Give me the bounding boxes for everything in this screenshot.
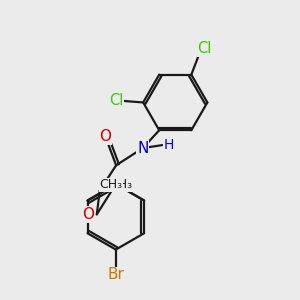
Text: CH₃: CH₃ [109, 178, 132, 191]
Text: H: H [164, 138, 174, 152]
Text: Cl: Cl [109, 94, 124, 109]
Text: Cl: Cl [197, 41, 212, 56]
Text: O: O [82, 207, 94, 222]
Text: CH₃: CH₃ [100, 178, 123, 191]
Text: N: N [137, 141, 148, 156]
Text: O: O [99, 129, 111, 144]
Text: Br: Br [107, 267, 124, 282]
